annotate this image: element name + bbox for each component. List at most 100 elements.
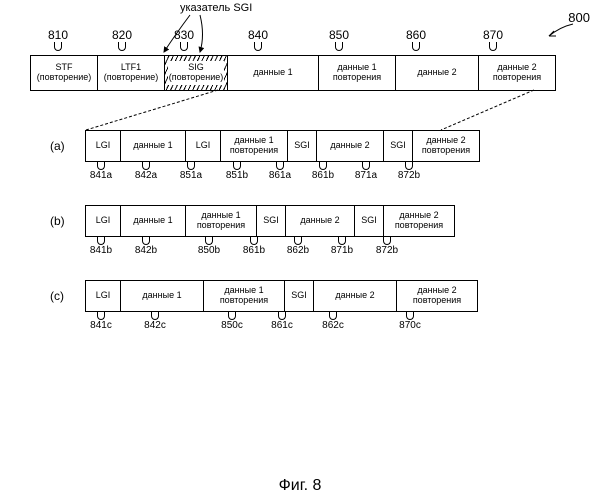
bottom-label-text: 841b bbox=[86, 245, 116, 256]
bottom-label: 850c bbox=[194, 312, 270, 331]
sub-cell: LGI bbox=[186, 131, 221, 161]
bottom-label: 861c bbox=[270, 312, 294, 331]
sub-cell: данные 2 повторения bbox=[413, 131, 479, 161]
bottom-labels: 841c842c850c861c862c870c bbox=[86, 312, 478, 331]
bottom-label: 851a bbox=[176, 162, 206, 181]
bottom-label: 870c bbox=[372, 312, 448, 331]
sub-label: (c) bbox=[50, 289, 85, 303]
tick-label: 830 bbox=[174, 28, 194, 42]
bottom-label-text: 861a bbox=[268, 170, 292, 181]
cell-line2: (повторение) bbox=[104, 73, 159, 83]
top-tick: 820 bbox=[112, 28, 132, 48]
bottom-label-text: 871b bbox=[330, 245, 354, 256]
bottom-label-text: 842c bbox=[116, 320, 194, 331]
sub-row: LGIданные 1данные 1 повторенияSGIданные … bbox=[85, 280, 478, 312]
bottom-label: 861a bbox=[268, 162, 292, 181]
frame-cell: данные 1 bbox=[228, 56, 319, 90]
frame-row: STF(повторение)LTF1(повторение)SIG(повто… bbox=[30, 55, 556, 91]
top-tick: 850 bbox=[329, 28, 349, 48]
tick-label: 860 bbox=[406, 28, 426, 42]
bottom-label-text: 872b bbox=[378, 170, 440, 181]
bottom-labels: 841b842b850b861b862b871b872b bbox=[86, 237, 455, 256]
top-tick: 840 bbox=[248, 28, 268, 48]
figure-ref-text: 800 bbox=[568, 10, 590, 25]
sub-section: (a)LGIданные 1LGIданные 1 повторенияSGIд… bbox=[50, 130, 480, 181]
sub-cell: SGI bbox=[285, 281, 314, 311]
tick-label: 820 bbox=[112, 28, 132, 42]
bottom-labels: 841a842a851a851b861a861b871a872b bbox=[86, 162, 480, 181]
cell-line2: (повторение) bbox=[37, 73, 92, 83]
bottom-label: 871b bbox=[330, 237, 354, 256]
bottom-label-text: 872b bbox=[354, 245, 420, 256]
bottom-label: 842c bbox=[116, 312, 194, 331]
bottom-label: 872b bbox=[354, 237, 420, 256]
sub-section: (b)LGIданные 1данные 1 повторенияSGIданн… bbox=[50, 205, 455, 256]
tick-label: 840 bbox=[248, 28, 268, 42]
frame-cell: LTF1(повторение) bbox=[98, 56, 165, 90]
sub-cell: данные 1 bbox=[121, 206, 186, 236]
bottom-label: 841a bbox=[86, 162, 116, 181]
cell-line2: (повторение) bbox=[169, 73, 224, 83]
sub-cell: данные 1 bbox=[121, 281, 204, 311]
bottom-label: 850b bbox=[176, 237, 242, 256]
tick-label: 870 bbox=[483, 28, 503, 42]
sub-cell: SGI bbox=[288, 131, 317, 161]
bottom-label-text: 841a bbox=[86, 170, 116, 181]
pointer-label: указатель SGI bbox=[180, 2, 252, 14]
bottom-label-text: 862b bbox=[266, 245, 330, 256]
sub-cell: данные 2 bbox=[317, 131, 384, 161]
bottom-label-text: 861c bbox=[270, 320, 294, 331]
cell-line2: повторения bbox=[333, 73, 381, 83]
bottom-label: 872b bbox=[378, 162, 440, 181]
bottom-label-text: 871a bbox=[354, 170, 378, 181]
cell-line1: данные 2 bbox=[417, 68, 456, 78]
sub-cell: данные 1 повторения bbox=[221, 131, 288, 161]
bottom-label: 842a bbox=[116, 162, 176, 181]
sub-cell: данные 1 bbox=[121, 131, 186, 161]
bottom-label-text: 870c bbox=[372, 320, 448, 331]
bottom-label-text: 841c bbox=[86, 320, 116, 331]
top-tick: 860 bbox=[406, 28, 426, 48]
tick-label: 850 bbox=[329, 28, 349, 42]
sub-cell: LGI bbox=[86, 131, 121, 161]
sub-cell: данные 1 повторения bbox=[186, 206, 257, 236]
sub-label: (b) bbox=[50, 214, 85, 228]
sub-row: LGIданные 1данные 1 повторенияSGIданные … bbox=[85, 205, 455, 237]
sub-cell: SGI bbox=[355, 206, 384, 236]
top-tick: 830 bbox=[174, 28, 194, 48]
sub-cell: данные 2 bbox=[286, 206, 355, 236]
sub-cell: данные 2 bbox=[314, 281, 397, 311]
sub-cell: LGI bbox=[86, 281, 121, 311]
bottom-label: 841c bbox=[86, 312, 116, 331]
pointer-text: указатель SGI bbox=[180, 2, 252, 14]
sub-cell: LGI bbox=[86, 206, 121, 236]
bottom-label-text: 850c bbox=[194, 320, 270, 331]
bottom-label: 862c bbox=[294, 312, 372, 331]
bottom-label: 842b bbox=[116, 237, 176, 256]
bottom-label: 861b bbox=[292, 162, 354, 181]
sub-cell: данные 2 повторения bbox=[397, 281, 477, 311]
bottom-label: 851b bbox=[206, 162, 268, 181]
bottom-label-text: 842a bbox=[116, 170, 176, 181]
frame-cell: данные 2повторения bbox=[479, 56, 555, 90]
bottom-label-text: 851a bbox=[176, 170, 206, 181]
sub-cell: данные 2 повторения bbox=[384, 206, 454, 236]
bottom-label-text: 861b bbox=[292, 170, 354, 181]
bottom-label: 862b bbox=[266, 237, 330, 256]
bottom-label-text: 851b bbox=[206, 170, 268, 181]
sub-cell: данные 1 повторения bbox=[204, 281, 285, 311]
cell-line1: данные 1 bbox=[253, 68, 292, 78]
frame-cell: данные 2 bbox=[396, 56, 479, 90]
figure-ref: 800 bbox=[568, 10, 590, 25]
frame-cell: STF(повторение) bbox=[31, 56, 98, 90]
bottom-label: 871a bbox=[354, 162, 378, 181]
tick-label: 810 bbox=[48, 28, 68, 42]
sub-cell: SGI bbox=[257, 206, 286, 236]
figure-caption: Фиг. 8 bbox=[0, 477, 600, 495]
top-tick: 870 bbox=[483, 28, 503, 48]
frame-cell: данные 1повторения bbox=[319, 56, 396, 90]
sub-label: (a) bbox=[50, 139, 85, 153]
bottom-label-text: 861b bbox=[242, 245, 266, 256]
bottom-label: 841b bbox=[86, 237, 116, 256]
top-tick: 810 bbox=[48, 28, 68, 48]
